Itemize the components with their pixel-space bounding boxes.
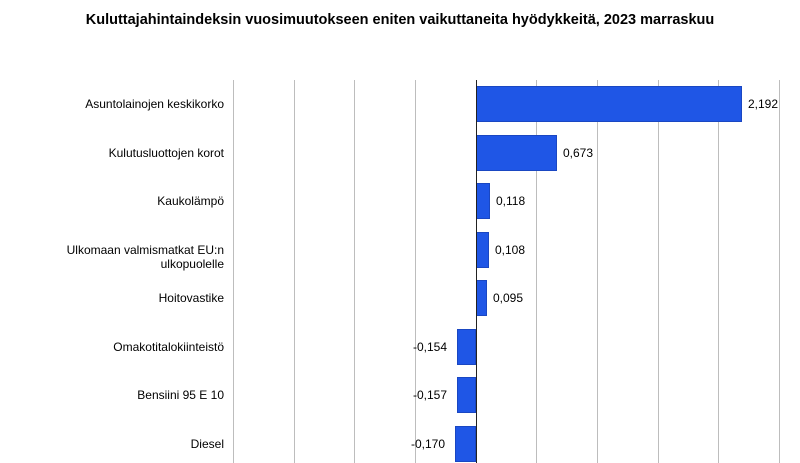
gridline <box>536 80 537 463</box>
bar <box>457 377 476 413</box>
gridline <box>354 80 355 463</box>
gridline <box>597 80 598 463</box>
value-label: -0,170 <box>411 437 446 451</box>
bar <box>476 135 557 171</box>
category-label: Asuntolainojen keskikorko <box>85 97 224 111</box>
gridline <box>233 80 234 463</box>
zero-axis-line <box>476 80 477 463</box>
bar <box>476 232 489 268</box>
value-label: 0,118 <box>496 194 526 208</box>
gridline <box>415 80 416 463</box>
gridline <box>294 80 295 463</box>
bar <box>457 329 476 365</box>
gridline <box>658 80 659 463</box>
value-label: -0,157 <box>413 388 448 402</box>
value-label: 0,108 <box>495 243 526 257</box>
category-label: Omakotitalokiinteistö <box>113 340 224 354</box>
category-label: Kulutusluottojen korot <box>108 146 224 160</box>
category-label: Kaukolämpö <box>157 194 224 208</box>
gridline <box>779 80 780 463</box>
bar <box>455 426 476 462</box>
bar <box>476 280 487 316</box>
category-label: Diesel <box>190 437 224 451</box>
bar <box>476 183 490 219</box>
value-label: 0,673 <box>563 146 594 160</box>
category-label: Bensiini 95 E 10 <box>137 388 224 402</box>
value-label: 0,095 <box>493 291 524 305</box>
gridline <box>718 80 719 463</box>
category-label: Hoitovastike <box>158 291 224 305</box>
bar <box>476 86 742 122</box>
category-label: Ulkomaan valmismatkat EU:n ulkopuolelle <box>66 243 224 271</box>
value-label: -0,154 <box>413 340 448 354</box>
chart-title: Kuluttajahintaindeksin vuosimuutokseen e… <box>85 12 715 28</box>
value-label: 2,192 <box>748 97 779 111</box>
